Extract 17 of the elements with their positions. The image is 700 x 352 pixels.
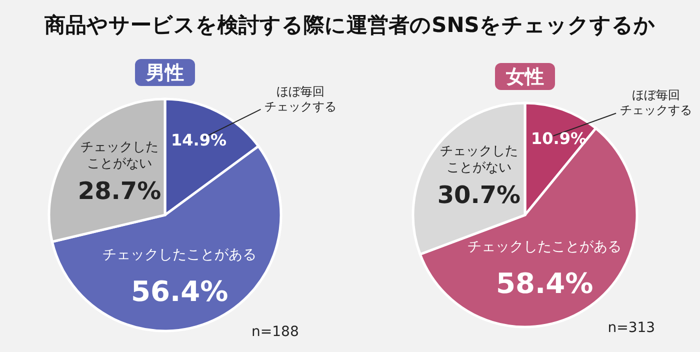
- slice-label: チェックしたことがある: [102, 246, 257, 263]
- data-label: 28.7%: [78, 177, 162, 206]
- slice-label: チェックしたことがない: [440, 144, 518, 176]
- data-label: 30.7%: [437, 181, 521, 210]
- data-label: 56.4%: [131, 274, 228, 308]
- data-label: 14.9%: [171, 130, 227, 150]
- chart-subtitle: 女性: [505, 66, 544, 88]
- chart-subtitle: 男性: [145, 62, 184, 84]
- text: n=188: [252, 324, 299, 340]
- data-label: 10.9%: [531, 128, 587, 148]
- slice-label: チェックしたことがある: [468, 239, 622, 256]
- slice-label: ほぼ毎回チェックする: [264, 84, 337, 114]
- text: n=313: [608, 320, 656, 336]
- data-label: 58.4%: [496, 267, 594, 300]
- chart-title: 商品やサービスを検討する際に運営者のSNSをチェックするか: [44, 13, 656, 37]
- slice-label: ほぼ毎回チェックする: [620, 88, 692, 118]
- slice-label: チェックしたことがない: [80, 140, 159, 172]
